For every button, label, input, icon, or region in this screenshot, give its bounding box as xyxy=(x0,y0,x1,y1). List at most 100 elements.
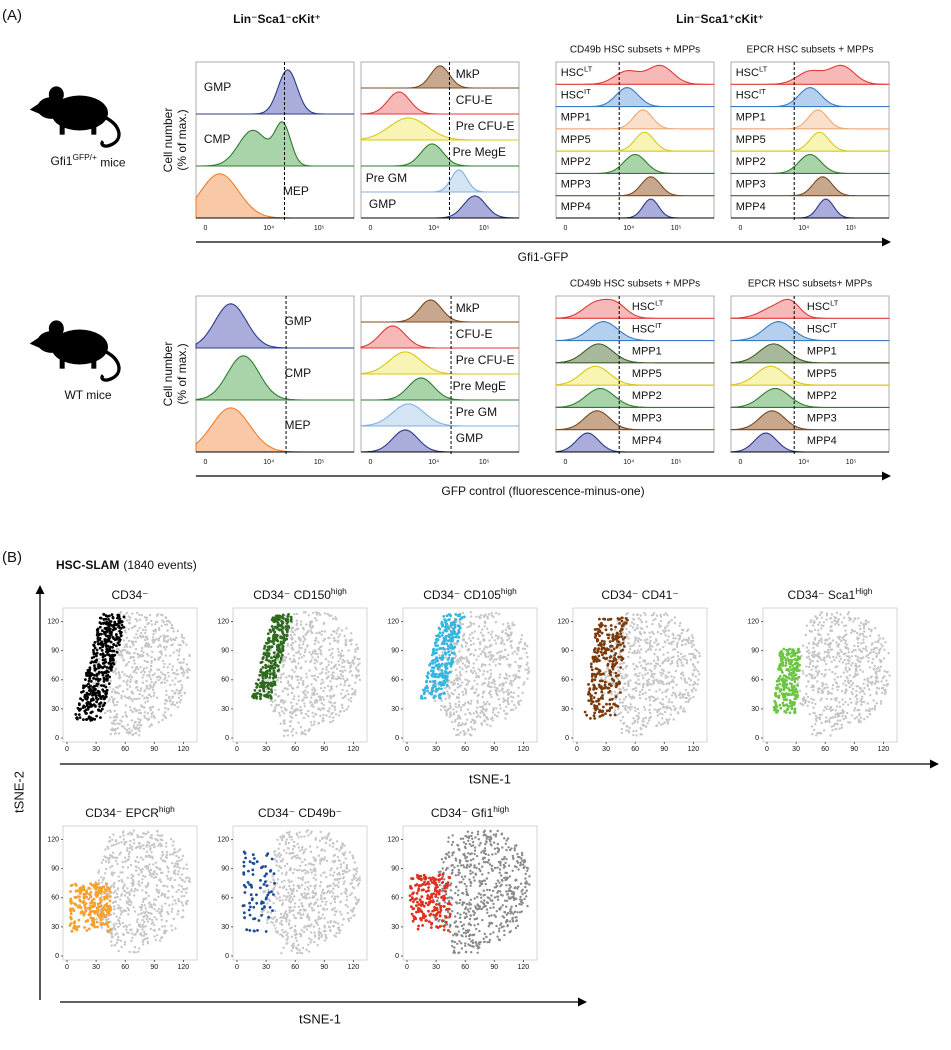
subset-dot xyxy=(436,667,440,671)
subset-dot xyxy=(456,632,460,635)
subset-dot xyxy=(423,690,427,694)
cell-dot xyxy=(877,634,881,637)
cell-dot xyxy=(642,677,645,680)
plot-title-sup: high xyxy=(501,586,517,596)
cell-dot xyxy=(667,635,670,638)
cell-dot xyxy=(316,676,320,679)
cell-dot xyxy=(512,691,515,695)
cell-dot xyxy=(330,673,333,676)
cell-dot xyxy=(356,664,360,667)
cell-dot xyxy=(633,673,637,676)
cell-dot xyxy=(462,637,465,641)
subset-dot xyxy=(598,629,602,633)
cell-dot xyxy=(113,669,117,672)
cell-dot xyxy=(463,687,467,690)
cell-dot xyxy=(296,627,300,630)
y-tick-label: 90 xyxy=(51,648,59,655)
cell-dot xyxy=(507,691,510,695)
cell-dot xyxy=(856,700,859,703)
x-tick-label: 120 xyxy=(517,746,529,753)
cell-dot xyxy=(340,629,344,632)
cell-dot xyxy=(497,711,500,714)
cell-dot xyxy=(649,639,652,643)
cell-dot xyxy=(818,613,822,617)
cell-dot xyxy=(469,621,472,624)
cell-dot xyxy=(177,643,180,646)
cell-dot xyxy=(691,690,694,693)
cell-dot xyxy=(263,678,267,681)
cell-dot xyxy=(841,715,844,718)
cell-dot xyxy=(822,729,826,732)
cell-dot xyxy=(291,668,294,672)
cell-dot xyxy=(340,665,344,669)
cell-dot xyxy=(296,685,299,688)
population-label: MPP2 xyxy=(632,390,662,402)
cell-dot xyxy=(150,723,153,726)
cell-dot xyxy=(162,646,166,649)
cell-dot xyxy=(687,677,691,680)
subset-dot xyxy=(102,676,106,680)
subset-dot xyxy=(448,662,452,666)
cell-dot xyxy=(636,649,640,652)
subset-dot xyxy=(453,632,457,636)
subset-dot xyxy=(269,695,273,699)
cell-cloud xyxy=(789,610,891,737)
population-label: GMP xyxy=(204,80,231,94)
subset-dot xyxy=(438,635,442,639)
cell-dot xyxy=(448,702,452,705)
cell-dot xyxy=(498,650,501,654)
cell-dot xyxy=(694,675,697,678)
subset-dot xyxy=(289,619,293,623)
cell-dot xyxy=(861,632,865,636)
cell-dot xyxy=(888,674,891,677)
cell-dot xyxy=(153,672,156,675)
cell-dot xyxy=(434,699,437,702)
cell-dot xyxy=(148,673,151,677)
cell-dot xyxy=(508,665,511,668)
cell-dot xyxy=(128,685,132,688)
cell-dot xyxy=(332,665,335,668)
subset-dot xyxy=(440,687,443,691)
cell-dot xyxy=(683,710,686,713)
subset-dot xyxy=(268,676,272,679)
cell-dot xyxy=(845,662,848,666)
cell-dot xyxy=(456,643,459,646)
cell-dot xyxy=(125,681,128,684)
cell-dot xyxy=(850,655,853,658)
cell-dot xyxy=(472,719,475,722)
subset-dot xyxy=(595,704,599,708)
cell-dot xyxy=(134,647,138,651)
x-tick-label: 0 xyxy=(204,225,208,232)
cell-dot xyxy=(627,693,631,696)
cell-dot xyxy=(158,668,161,671)
x-tick-label: 10⁴ xyxy=(623,459,634,466)
cell-dot xyxy=(829,734,832,737)
cell-dot xyxy=(644,673,647,676)
cell-dot xyxy=(142,673,145,676)
cell-dot xyxy=(468,637,471,640)
cell-dot xyxy=(469,702,472,705)
subset-dot xyxy=(113,638,117,642)
cell-dot xyxy=(813,676,817,680)
cell-dot xyxy=(483,614,486,618)
subset-dot xyxy=(615,682,618,685)
cell-dot xyxy=(809,630,812,633)
subset-dot xyxy=(96,637,100,641)
cell-dot xyxy=(451,720,454,724)
cell-dot xyxy=(462,634,465,638)
subset-dot xyxy=(122,615,126,619)
cell-dot xyxy=(138,724,142,727)
cell-dot xyxy=(159,635,162,638)
cell-dot xyxy=(287,680,290,683)
cell-dot xyxy=(624,695,628,699)
cell-dot xyxy=(520,638,523,641)
cell-dot xyxy=(146,660,149,664)
cell-dot xyxy=(621,704,625,708)
subset-dot xyxy=(105,666,109,669)
cell-dot xyxy=(336,647,340,651)
cell-dot xyxy=(325,665,328,669)
subset-dot xyxy=(593,636,597,639)
cell-dot xyxy=(175,688,178,692)
cell-dot xyxy=(315,612,318,615)
cell-dot xyxy=(830,660,833,663)
